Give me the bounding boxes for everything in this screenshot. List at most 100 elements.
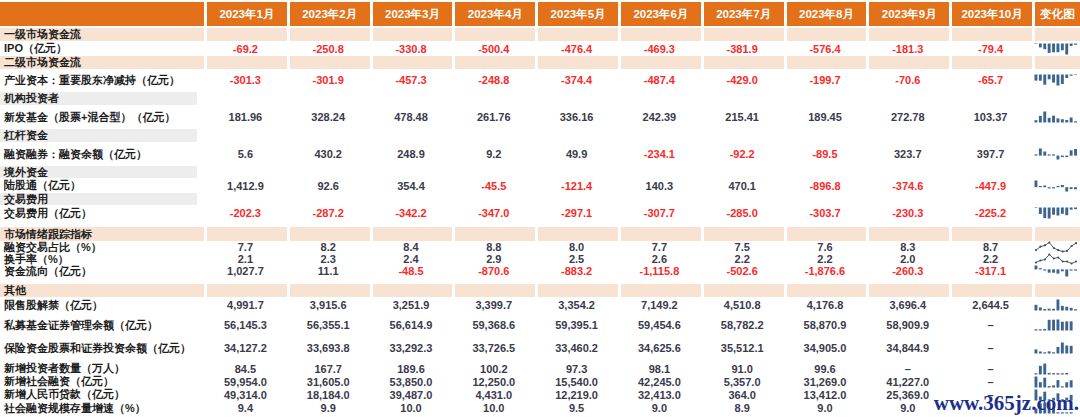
value-cell: 56,145.3 [204,315,287,335]
value-cell: -65.7 [949,71,1032,89]
section-fill-cell [618,56,701,69]
value-cell: -181.3 [866,41,949,56]
trend-bar-sparkline [1034,180,1078,192]
table-row: 新增社会融资（亿元）59,954.031,605.053,850.012,250… [0,375,1080,388]
trend-line-sparkline [1034,253,1078,265]
value-cell: – [949,338,1032,358]
section-fill-cell [866,56,949,69]
value-cell: -248.8 [452,71,535,89]
value-cell: -330.8 [370,41,453,56]
table-row: 保险资金股票和证券投资余额（亿元）34,127.233,693.833,292.… [0,338,1080,358]
section-fill-cell [618,227,701,241]
value-cell: 1,412.9 [204,178,287,193]
section-fill-cell [452,284,535,297]
value-cell: 53,850.0 [370,375,453,388]
value-cell: 242.39 [618,107,701,127]
month-header-5: 2023年5月 [535,2,618,26]
value-cell: 470.1 [701,178,784,193]
trend-bar-sparkline [1034,319,1078,331]
row-label: 私募基金证券管理余额（亿元） [0,315,204,335]
section-fill-cell [370,28,453,41]
value-cell: -301.3 [204,71,287,89]
value-cell: 189.6 [370,362,453,375]
value-cell: -70.6 [866,71,949,89]
value-cell: 397.7 [949,144,1032,164]
value-cell: -297.1 [535,205,618,221]
value-cell: 59,368.6 [452,315,535,335]
section-fill-cell [1032,56,1080,69]
value-cell: 10.0 [370,401,453,415]
table-grid: 2023年1月2023年2月2023年3月2023年4月2023年5月2023年… [0,2,1080,415]
value-cell: 8.4 [370,241,453,253]
section-fill-cell [287,28,370,41]
value-cell: -260.3 [866,265,949,277]
table-header-row: 2023年1月2023年2月2023年3月2023年4月2023年5月2023年… [0,2,1080,26]
value-cell: 328.24 [287,107,370,127]
value-cell: 4,991.7 [204,297,287,313]
value-cell: 2.2 [784,253,867,265]
table-row: 社会融资规模存量增速（%）9.49.910.010.09.59.08.99.09… [0,401,1080,415]
section-fill-cell [784,227,867,241]
row-label: 新增人民币贷款（亿元） [0,388,204,401]
value-cell: 9.9 [287,401,370,415]
section-fill-cell [287,227,370,241]
value-cell: 2.2 [949,253,1032,265]
section-fill-cell [949,227,1032,241]
value-cell: 3,696.4 [866,297,949,313]
row-label: IPO（亿元） [0,41,204,56]
value-cell: 35,512.1 [701,338,784,358]
value-cell: 32,413.0 [618,388,701,401]
month-header-2: 2023年2月 [287,2,370,26]
value-cell: 3,399.7 [452,297,535,313]
section-fill-cell [866,284,949,297]
value-cell: -79.4 [949,41,1032,56]
value-cell: 2.9 [452,253,535,265]
month-header-1: 2023年1月 [204,2,287,26]
trend-bar-sparkline [1034,342,1078,354]
value-cell: 4,176.8 [784,297,867,313]
section-fill-cell [784,284,867,297]
value-cell: -883.2 [535,265,618,277]
value-cell: -230.3 [866,205,949,221]
table-row: 换手率（%）2.12.32.42.92.52.62.22.22.02.2 [0,253,1080,265]
value-cell: – [949,362,1032,375]
row-label: 交易费用（亿元） [0,205,204,221]
value-cell: 33,693.8 [287,338,370,358]
value-cell: 2,644.5 [949,297,1032,313]
section-row-gray: 机构投资者 [0,92,1080,105]
section-label: 市场情绪跟踪指标 [0,227,204,241]
value-cell: -896.8 [784,178,867,193]
trend-bar-sparkline [1034,43,1078,55]
value-cell: 100.2 [452,362,535,375]
value-cell: 49.9 [535,144,618,164]
change-chart-cell [1032,144,1080,164]
value-cell: -487.4 [618,71,701,89]
section-fill-cell [287,56,370,69]
section-row-gray: 境外资金 [0,166,1080,178]
section-fill-cell [370,227,453,241]
table-row: 陆股通（亿元）1,412.992.6354.4-45.5-121.4140.34… [0,178,1080,193]
table-row: 新增投资者数量（万人）84.5167.7189.6100.297.398.191… [0,362,1080,375]
month-header-8: 2023年8月 [784,2,867,26]
value-cell: -48.5 [370,265,453,277]
value-cell: 2.6 [618,253,701,265]
change-chart-cell [1032,41,1080,56]
value-cell: 2.0 [866,253,949,265]
value-cell: 5,357.0 [701,375,784,388]
value-cell: -469.3 [618,41,701,56]
table-row: 新发基金（股票+混合型）（亿元）181.96328.24478.48261.76… [0,107,1080,127]
value-cell: -250.8 [287,41,370,56]
row-label: 社会融资规模存量增速（%） [0,401,204,415]
value-cell: -285.0 [701,205,784,221]
header-corner-cell [0,2,204,26]
month-header-9: 2023年9月 [866,2,949,26]
value-cell: 91.0 [701,362,784,375]
value-cell: -199.7 [784,71,867,89]
value-cell: 7.7 [618,241,701,253]
value-cell: 2.3 [287,253,370,265]
value-cell: 2.4 [370,253,453,265]
section-fill-cell [204,56,287,69]
row-label: 新增社会融资（亿元） [0,375,204,388]
value-cell: 49,314.0 [204,388,287,401]
value-cell: -1,876.6 [784,265,867,277]
